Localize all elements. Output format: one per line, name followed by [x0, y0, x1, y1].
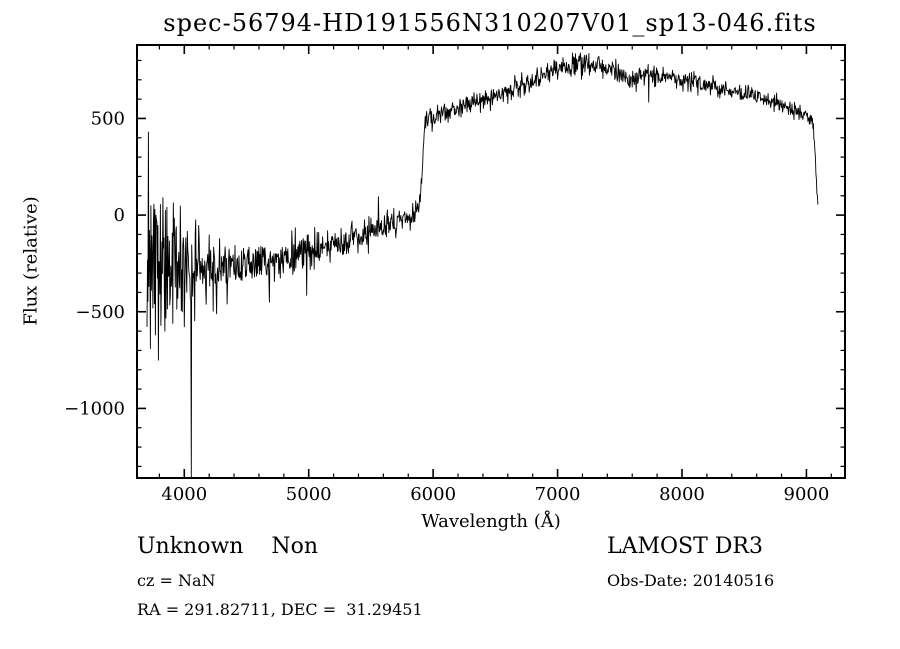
- chart-title: spec-56794-HD191556N310207V01_sp13-046.f…: [163, 9, 817, 37]
- survey-release-label: LAMOST DR3: [607, 534, 763, 559]
- y-axis-label: Flux (relative): [20, 196, 42, 326]
- plot-frame: [136, 44, 846, 479]
- y-tick-label: −500: [76, 302, 125, 323]
- x-tick-label: 6000: [410, 484, 456, 505]
- ra-dec-label: RA = 291.82711, DEC = 31.29451: [137, 600, 423, 619]
- y-tick-label: 0: [114, 205, 125, 226]
- x-tick-label: 8000: [659, 484, 705, 505]
- spectrum-line: [146, 52, 819, 478]
- obs-date-label: Obs-Date: 20140516: [607, 571, 775, 590]
- x-axis-label: Wavelength (Å): [421, 511, 561, 532]
- y-tick-label: 500: [91, 108, 125, 129]
- x-tick-label: 4000: [161, 484, 207, 505]
- object-class-label: Unknown Non: [137, 534, 319, 559]
- y-tick-label: −1000: [64, 398, 125, 419]
- x-tick-label: 9000: [784, 484, 830, 505]
- x-tick-label: 5000: [286, 484, 332, 505]
- x-tick-label: 7000: [535, 484, 581, 505]
- cz-value-label: cz = NaN: [137, 571, 216, 590]
